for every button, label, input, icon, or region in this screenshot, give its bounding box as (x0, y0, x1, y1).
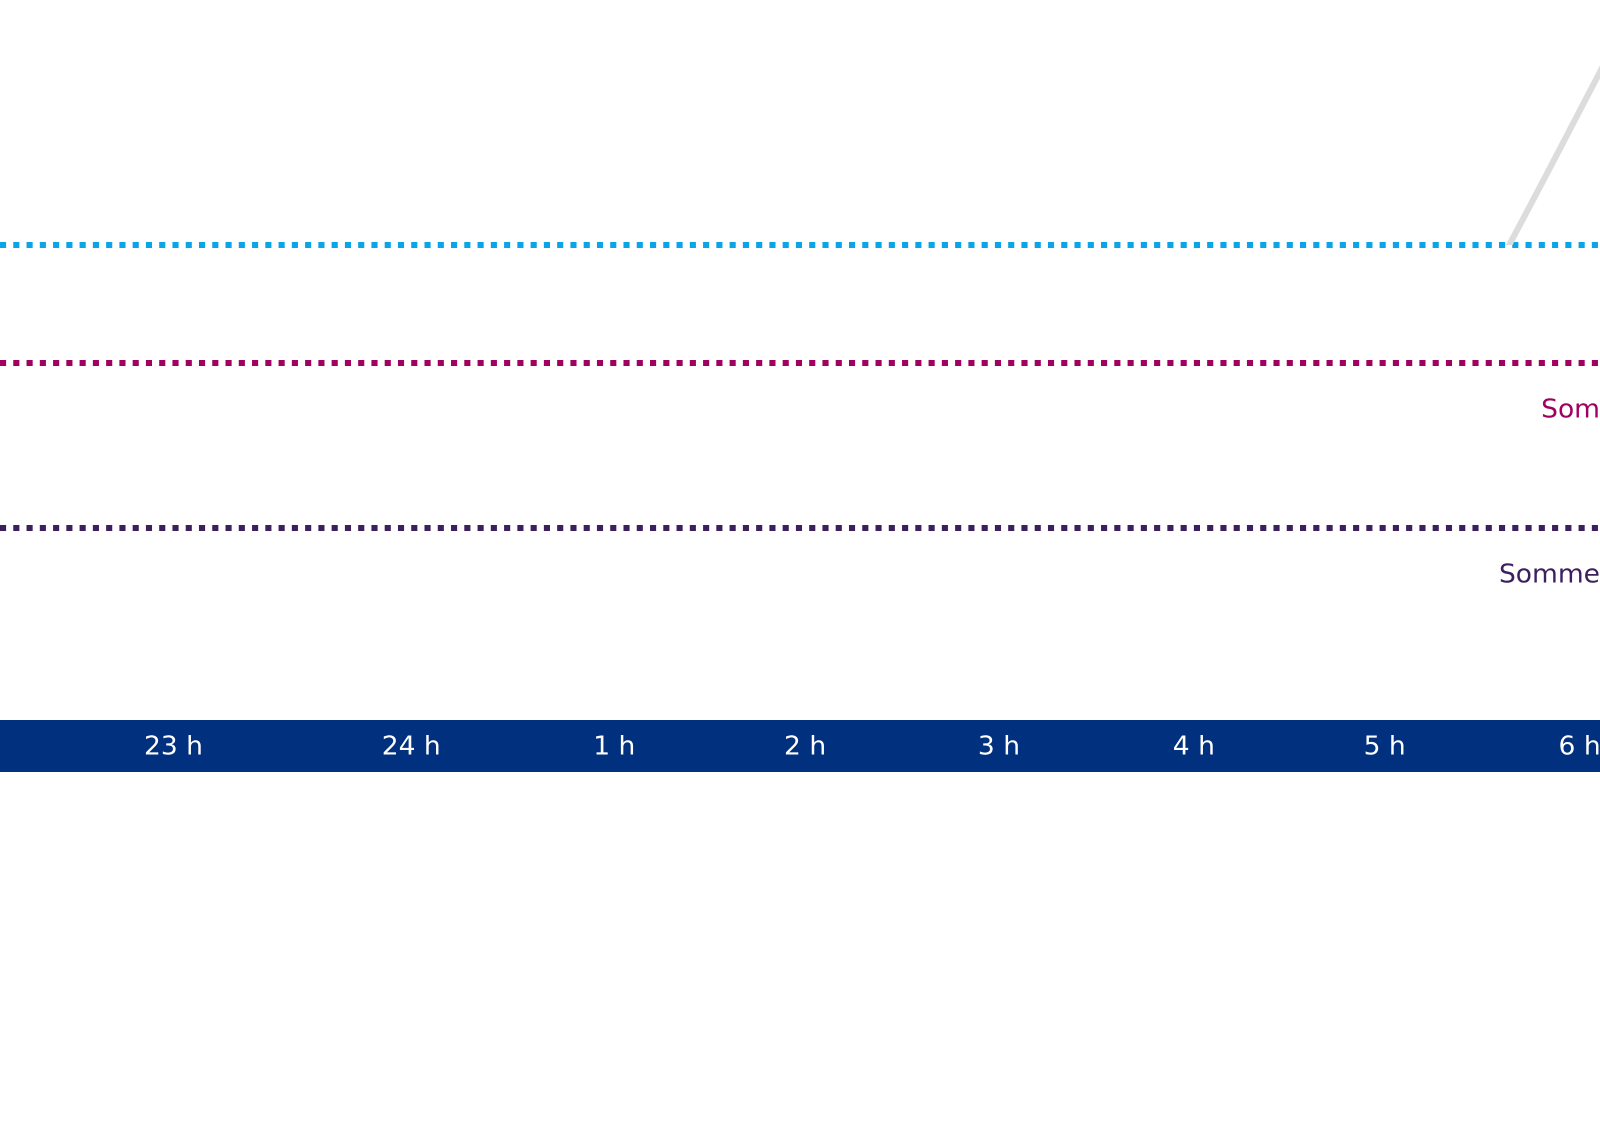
hour-label: 6 h (1559, 732, 1600, 762)
hour-label: 2 h (784, 732, 826, 762)
curve-segment (0, 10, 1600, 685)
level-label: Somme (1499, 560, 1600, 590)
hour-label: 3 h (978, 732, 1020, 762)
curve-segment (0, 10, 1600, 685)
hour-label: 1 h (593, 732, 635, 762)
hour-labels: 23 h 24 h 1 h 2 h 3 h 4 h 5 h 6 h (144, 732, 1600, 762)
hour-label: 4 h (1173, 732, 1215, 762)
time-bar (0, 720, 1600, 772)
hour-label: 24 h (382, 732, 441, 762)
level-label: Som (1541, 395, 1600, 425)
hour-label: 23 h (144, 732, 203, 762)
threshold-lines (0, 242, 1600, 531)
curve-segment (1505, 65, 1600, 245)
curve-segment (0, 10, 1600, 685)
sleep-curve (0, 10, 1600, 685)
hour-label: 5 h (1364, 732, 1406, 762)
